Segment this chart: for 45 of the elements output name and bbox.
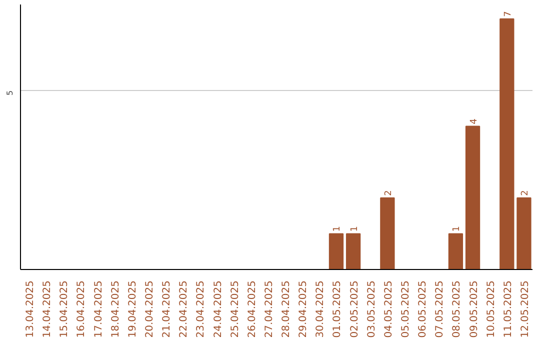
x-tick-label: 30.04.2025 [315,280,326,338]
x-tick-label: 10.05.2025 [486,280,497,338]
bar [465,126,480,270]
x-tick-label: 25.04.2025 [230,280,241,338]
data-label: 1 [332,226,343,232]
bar [500,18,514,270]
data-label: 1 [452,226,462,232]
x-tick-label: 14.04.2025 [42,280,54,338]
x-tick-label: 20.04.2025 [144,280,156,338]
x-tick-label: 07.05.2025 [434,280,446,338]
x-tick-label: 13.04.2025 [25,280,36,338]
x-tick-label: 17.04.2025 [93,280,104,338]
data-label: 4 [469,118,480,124]
y-tick-label: 5 [6,90,14,96]
x-tick-label: 04.05.2025 [383,280,394,338]
x-tick-label: 05.05.2025 [400,280,412,338]
x-tick-label: 19.04.2025 [127,280,138,338]
x-tick-label: 09.05.2025 [468,280,480,338]
x-tick-label: 18.04.2025 [110,280,122,338]
bar [328,233,344,270]
x-tick-label: 02.05.2025 [349,280,360,338]
x-tick-label: 22.04.2025 [178,280,190,338]
data-label: 1 [350,226,360,232]
x-tick-label: 06.05.2025 [418,280,429,338]
x-tick-label: 01.05.2025 [332,280,344,338]
x-tick-label: 03.05.2025 [366,280,378,338]
data-label: 2 [520,190,530,196]
x-tick-label: 24.04.2025 [212,280,224,338]
x-tick-label: 29.04.2025 [298,280,310,338]
x-tick-label: 23.04.2025 [196,280,207,338]
bar [516,197,532,270]
x-tick-label: 12.05.2025 [520,280,531,338]
x-tick-label: 28.04.2025 [281,280,292,338]
data-label: 2 [384,190,394,196]
x-tick-label: 15.04.2025 [59,280,70,338]
x-tick-label: 21.04.2025 [162,280,173,338]
bar [346,233,361,270]
x-tick-label: 16.04.2025 [76,280,88,338]
bar [380,197,395,270]
bar [448,233,464,270]
x-tick-label: 26.04.2025 [246,280,258,338]
data-label: 7 [503,11,514,17]
x-tick-label: 08.05.2025 [452,280,463,338]
x-tick-label: 27.04.2025 [264,280,275,338]
x-tick-label: 11.05.2025 [502,280,514,338]
